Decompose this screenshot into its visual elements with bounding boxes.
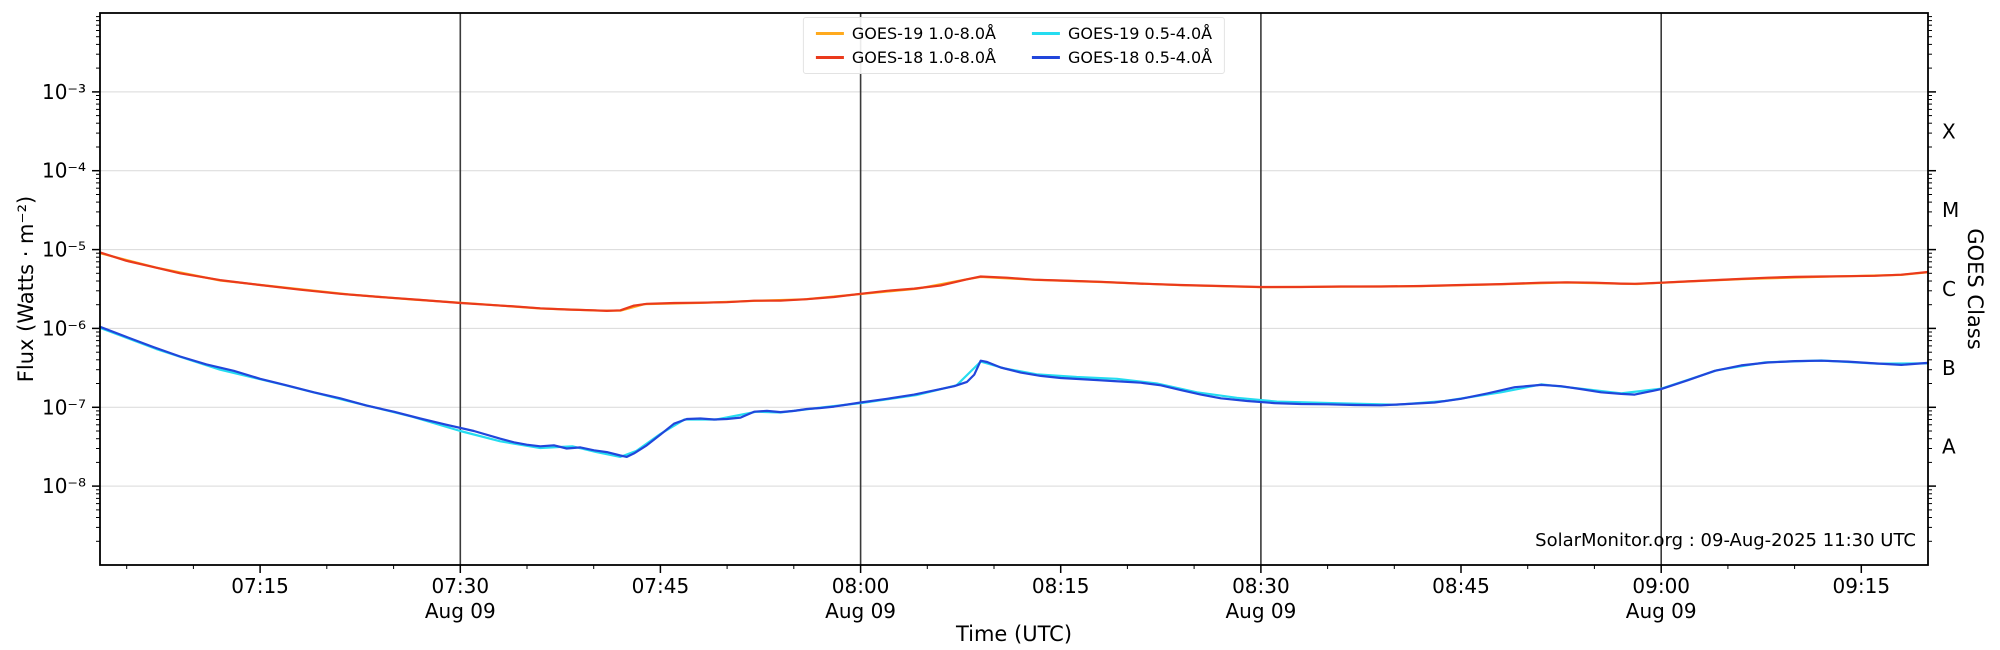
legend-label-goes18-long: GOES-18 1.0-8.0Å [851, 48, 996, 67]
legend-entry-goes18-short: GOES-18 0.5-4.0Å [1032, 48, 1212, 67]
legend-label-goes18-short: GOES-18 0.5-4.0Å [1068, 48, 1213, 67]
day-boundary-lines [459, 13, 1662, 565]
solarmonitor-watermark: SolarMonitor.org : 09-Aug-2025 11:30 UTC [1535, 530, 1916, 551]
legend-line-goes18-short-icon [1032, 56, 1060, 59]
series-goes18-short [98, 325, 1929, 458]
legend: GOES-19 1.0-8.0Å GOES-18 1.0-8.0Å GOES-1… [802, 17, 1226, 74]
legend-entry-goes19-short: GOES-19 0.5-4.0Å [1032, 24, 1212, 43]
gridlines [100, 91, 1928, 487]
goes-class-m: M [1942, 198, 1959, 222]
y-tick-label: 10⁻⁷ [42, 395, 86, 419]
goes-class-x: X [1942, 119, 1956, 143]
x-tick-label: 09:15 [1832, 574, 1890, 598]
y-tick-label: 10⁻⁵ [42, 238, 86, 262]
x-tick-label: 08:00 [832, 574, 890, 598]
series-goes18-long [98, 251, 1929, 312]
x-tick-sublabel: Aug 09 [425, 599, 496, 623]
series-lines [98, 251, 1929, 458]
goes-class-b: B [1942, 356, 1956, 380]
legend-line-goes19-short-icon [1032, 32, 1060, 35]
x-tick-label: 07:30 [431, 574, 489, 598]
x-tick-label: 07:45 [632, 574, 690, 598]
y-axis-label: Flux (Watts · m⁻²) [14, 195, 38, 383]
legend-label-goes19-short: GOES-19 0.5-4.0Å [1068, 24, 1213, 43]
y-tick-label: 10⁻⁸ [42, 474, 86, 498]
x-tick-label: 08:15 [1032, 574, 1090, 598]
legend-entry-goes19-long: GOES-19 1.0-8.0Å [815, 24, 996, 43]
x-tick-sublabel: Aug 09 [1626, 599, 1697, 623]
legend-label-goes19-long: GOES-19 1.0-8.0Å [851, 24, 996, 43]
x-tick-sublabel: Aug 09 [1225, 599, 1296, 623]
x-tick-label: 08:30 [1232, 574, 1290, 598]
x-tick-label: 07:15 [231, 574, 289, 598]
x-tick-label: 09:00 [1632, 574, 1690, 598]
y-tick-label: 10⁻⁴ [42, 159, 86, 183]
x-tick-label: 08:45 [1432, 574, 1490, 598]
goes-class-labels: X M C B A [1942, 119, 1959, 458]
goes-class-a: A [1942, 435, 1956, 459]
y-tick-label: 10⁻³ [42, 80, 86, 104]
x-axis-label: Time (UTC) [955, 622, 1073, 646]
x-tick-sublabel: Aug 09 [825, 599, 896, 623]
y-tick-label: 10⁻⁶ [42, 316, 86, 340]
legend-line-goes18-long-icon [815, 56, 844, 59]
series-goes19-short [98, 326, 1929, 458]
legend-entry-goes18-long: GOES-18 1.0-8.0Å [815, 48, 996, 67]
goes-class-axis-label: GOES Class [1963, 228, 1987, 350]
goes-class-c: C [1942, 277, 1956, 301]
legend-line-goes19-long-icon [815, 32, 844, 35]
